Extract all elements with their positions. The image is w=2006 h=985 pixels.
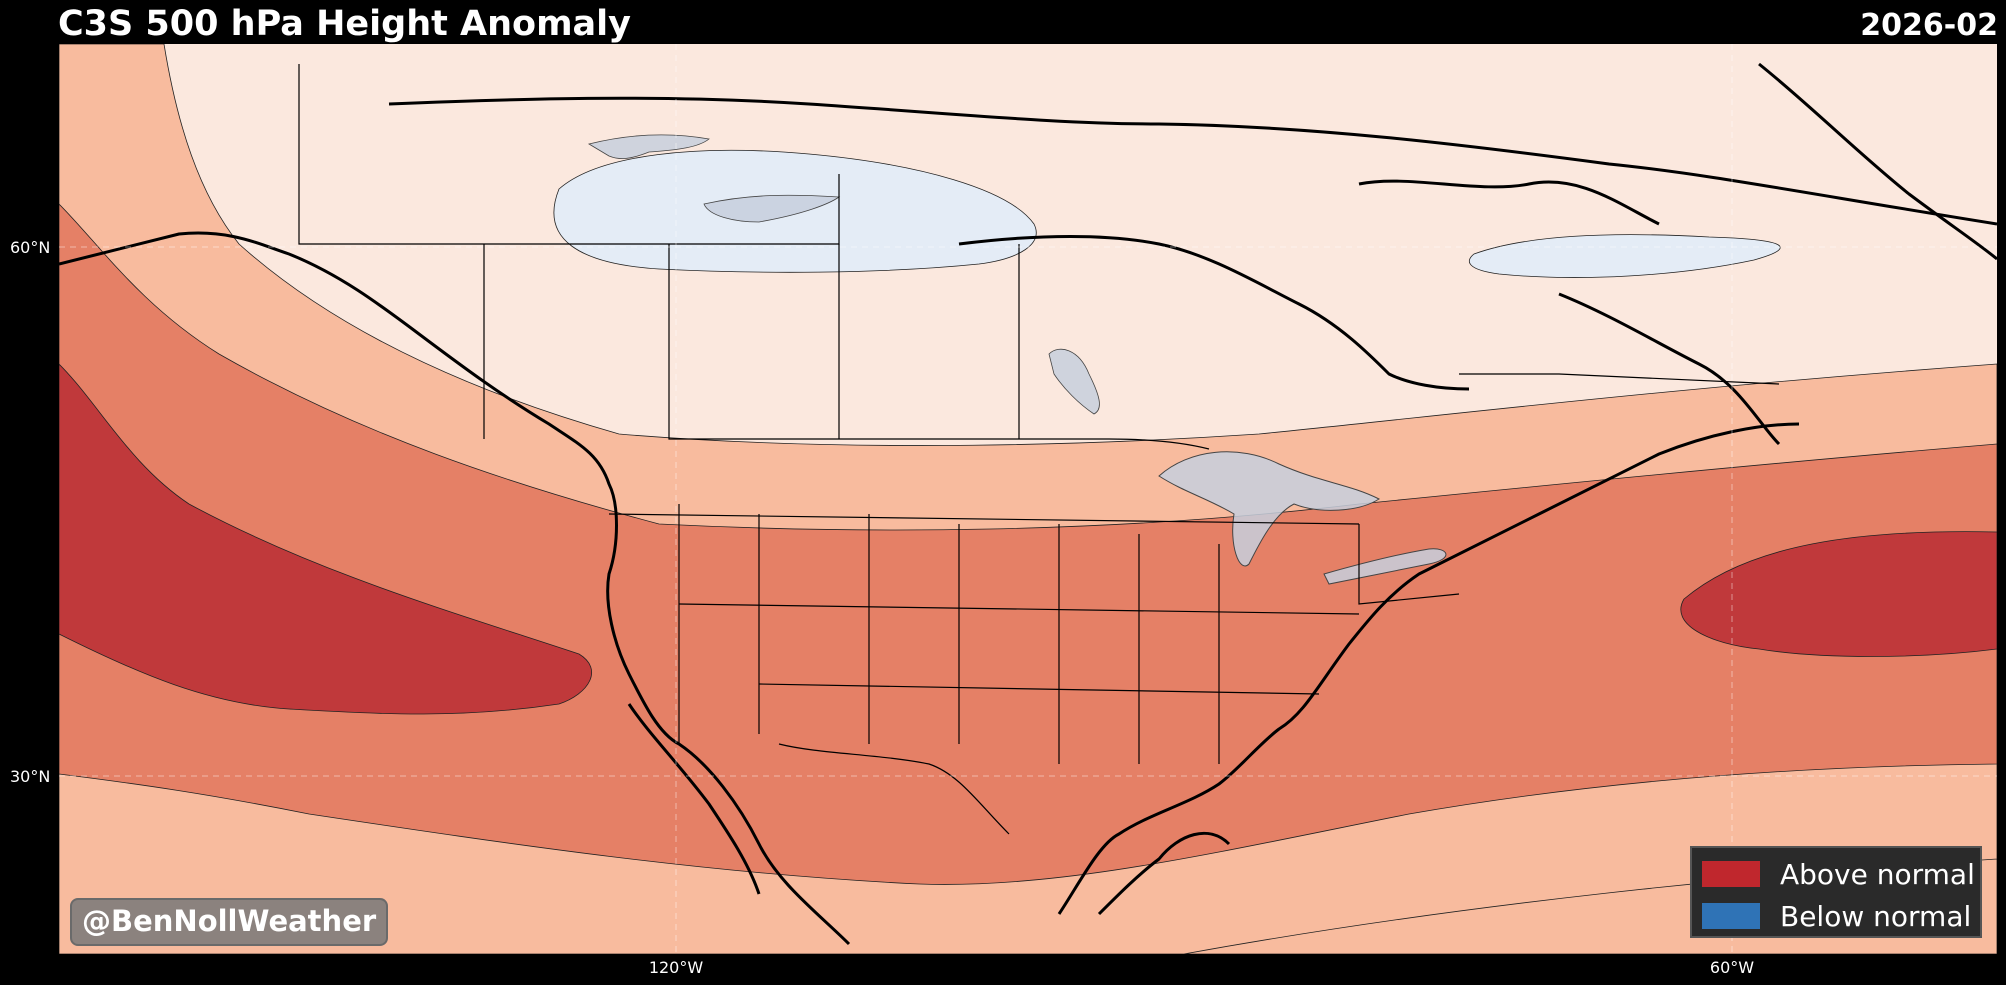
great-bear-lake xyxy=(587,134,710,160)
legend-swatch-above xyxy=(1702,861,1760,887)
anomaly-map xyxy=(59,44,1997,954)
negative-anomaly-east xyxy=(1469,234,1781,278)
great-slave-lake xyxy=(703,194,841,223)
legend-item-above: Above normal xyxy=(1702,854,1975,894)
great-lakes-lower xyxy=(1323,548,1447,585)
lat-label-60n: 60°N xyxy=(10,238,51,257)
lon-label-60w: 60°W xyxy=(1709,958,1755,977)
legend-swatch-below xyxy=(1702,903,1760,929)
credit-badge: @BenNollWeather xyxy=(70,898,389,946)
anomaly-band-3 xyxy=(59,203,1997,885)
lake-winnipeg xyxy=(1048,348,1100,415)
legend-item-below: Below normal xyxy=(1702,896,1971,936)
anomaly-band-4-east xyxy=(1680,531,1997,657)
lon-label-120w: 120°W xyxy=(648,958,704,977)
graticule xyxy=(59,44,1997,954)
map-title: C3S 500 hPa Height Anomaly xyxy=(58,4,631,44)
lat-label-30n: 30°N xyxy=(10,767,51,786)
forecast-month: 2026-02 xyxy=(1860,8,1998,43)
anomaly-band-4-west xyxy=(59,363,592,715)
legend: Above normal Below normal xyxy=(1690,846,1982,938)
borders xyxy=(298,64,1780,835)
great-lakes xyxy=(1158,451,1381,567)
legend-label-above: Above normal xyxy=(1780,857,1975,891)
coastlines xyxy=(59,62,1997,946)
legend-label-below: Below normal xyxy=(1780,899,1972,933)
